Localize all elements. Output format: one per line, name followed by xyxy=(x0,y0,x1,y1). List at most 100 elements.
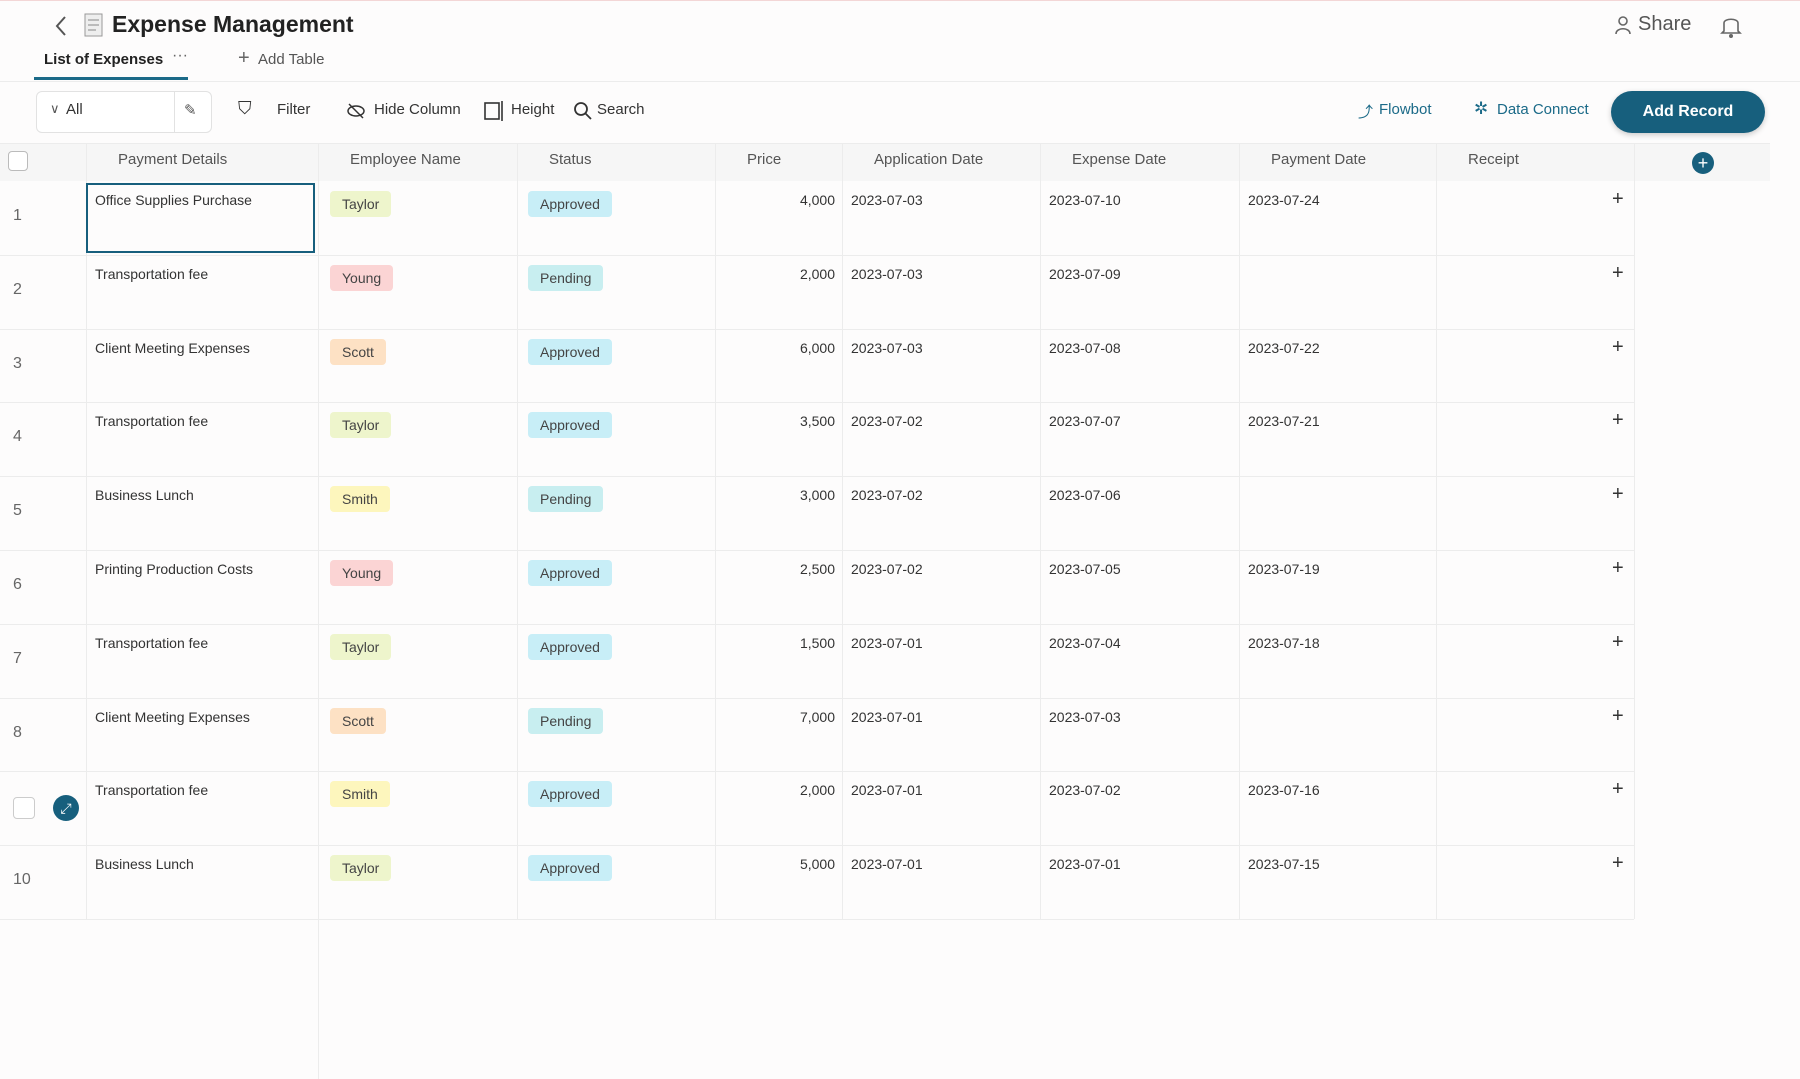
add-receipt[interactable]: + xyxy=(1612,261,1624,284)
application-date: 2023-07-03 xyxy=(851,339,923,356)
row-line xyxy=(0,697,1634,699)
view-label[interactable]: All xyxy=(66,101,83,118)
payment-details[interactable]: Office Supplies Purchase xyxy=(95,192,252,208)
price: 3,500 xyxy=(799,413,835,430)
add-receipt[interactable]: + xyxy=(1612,852,1624,875)
column-header[interactable]: Receipt xyxy=(1468,151,1519,168)
hide-column[interactable]: Hide Column xyxy=(374,101,461,118)
row-line xyxy=(0,254,1634,256)
column-header[interactable]: Payment Date xyxy=(1271,151,1367,168)
payment-details[interactable]: Business Lunch xyxy=(95,856,194,873)
application-date: 2023-07-01 xyxy=(851,782,923,799)
payment-details[interactable]: Client Meeting Expenses xyxy=(95,339,250,356)
expense-date: 2023-07-08 xyxy=(1049,339,1121,356)
back-icon[interactable] xyxy=(54,15,68,37)
add-record[interactable]: Add Record xyxy=(1611,91,1765,133)
price: 3,000 xyxy=(799,487,835,504)
add-receipt[interactable]: + xyxy=(1612,557,1624,579)
add-receipt[interactable]: + xyxy=(1612,409,1624,432)
divider xyxy=(0,81,1800,82)
share[interactable]: Share xyxy=(1638,13,1692,35)
price: 5,000 xyxy=(799,856,835,873)
add-column[interactable]: + xyxy=(1692,152,1714,174)
add-table[interactable]: Add Table xyxy=(258,51,325,68)
data-connect-icon: ✲ xyxy=(1474,99,1489,118)
bell-icon[interactable] xyxy=(1720,13,1742,39)
expense-date: 2023-07-10 xyxy=(1049,192,1121,208)
filter[interactable]: Filter xyxy=(277,101,311,118)
tab[interactable]: List of Expenses xyxy=(44,51,164,68)
expand-row[interactable]: ⤢ xyxy=(53,795,79,822)
add-receipt[interactable]: + xyxy=(1612,188,1624,210)
expense-date: 2023-07-01 xyxy=(1049,856,1121,873)
price: 7,000 xyxy=(799,708,835,725)
status-tag: Approved xyxy=(528,412,612,439)
select-all[interactable] xyxy=(8,151,28,171)
row-line xyxy=(0,771,1634,773)
status-tag: Approved xyxy=(528,560,612,586)
status-tag: Approved xyxy=(528,191,612,217)
plus-icon: + xyxy=(238,47,250,69)
add-receipt[interactable]: + xyxy=(1612,483,1624,506)
expense-date: 2023-07-07 xyxy=(1049,413,1121,430)
column-header[interactable]: Status xyxy=(549,151,592,168)
tab-menu[interactable]: ··· xyxy=(172,47,188,64)
payment-date: 2023-07-19 xyxy=(1248,561,1320,577)
column-divider xyxy=(1239,144,1240,919)
row-checkbox[interactable] xyxy=(13,797,35,820)
column-divider xyxy=(1436,144,1437,919)
search[interactable]: Search xyxy=(597,101,645,118)
row-number: 6 xyxy=(13,576,22,593)
add-receipt[interactable]: + xyxy=(1612,630,1624,653)
application-date: 2023-07-01 xyxy=(851,634,923,651)
price: 2,000 xyxy=(799,265,835,282)
column-header[interactable]: Expense Date xyxy=(1072,151,1167,168)
column-header[interactable]: Employee Name xyxy=(350,151,461,168)
title: Expense Management xyxy=(112,11,354,37)
application-date: 2023-07-01 xyxy=(851,708,923,725)
status-tag: Approved xyxy=(528,633,612,660)
application-date: 2023-07-01 xyxy=(851,856,923,873)
row-line xyxy=(0,476,1634,478)
employee-tag: Scott xyxy=(330,707,386,734)
row-number: 5 xyxy=(13,502,22,520)
price: 2,500 xyxy=(799,561,835,577)
expense-date: 2023-07-02 xyxy=(1049,782,1121,799)
flowbot[interactable]: Flowbot xyxy=(1379,101,1432,118)
expense-date: 2023-07-06 xyxy=(1049,487,1121,504)
data-connect[interactable]: Data Connect xyxy=(1497,101,1589,118)
price: 4,000 xyxy=(799,192,835,208)
add-receipt[interactable]: + xyxy=(1612,778,1624,801)
application-date: 2023-07-03 xyxy=(851,192,923,208)
payment-details[interactable]: Transportation fee xyxy=(95,413,209,430)
payment-details[interactable]: Business Lunch xyxy=(95,487,194,504)
payment-date: 2023-07-18 xyxy=(1248,634,1320,651)
edit-icon[interactable]: ✎ xyxy=(184,102,197,119)
employee-tag: Scott xyxy=(330,338,386,365)
payment-details[interactable]: Transportation fee xyxy=(95,265,209,282)
flowbot-icon: ⤴ xyxy=(1358,104,1374,121)
add-receipt[interactable]: + xyxy=(1612,335,1624,358)
tab-underline xyxy=(34,77,188,80)
payment-details[interactable]: Transportation fee xyxy=(95,782,209,799)
payment-details[interactable]: Client Meeting Expenses xyxy=(95,708,250,725)
add-receipt[interactable]: + xyxy=(1612,704,1624,727)
height[interactable]: Height xyxy=(511,101,555,118)
row-number: 2 xyxy=(13,280,22,298)
filter-icon: ⛉ xyxy=(238,98,252,118)
application-date: 2023-07-02 xyxy=(851,487,923,504)
expense-date: 2023-07-03 xyxy=(1049,708,1121,725)
status-tag: Pending xyxy=(528,707,604,734)
column-header[interactable]: Price xyxy=(747,151,782,168)
payment-date: 2023-07-22 xyxy=(1248,339,1320,356)
column-header[interactable]: Payment Details xyxy=(118,151,228,168)
expense-date: 2023-07-05 xyxy=(1049,561,1121,577)
view-select[interactable] xyxy=(36,91,212,133)
employee-tag: Young xyxy=(330,264,394,291)
row-line xyxy=(0,402,1634,404)
payment-details[interactable]: Transportation fee xyxy=(95,634,209,651)
payment-details[interactable]: Printing Production Costs xyxy=(95,561,253,577)
column-header[interactable]: Application Date xyxy=(874,151,984,168)
payment-date: 2023-07-21 xyxy=(1248,413,1320,430)
